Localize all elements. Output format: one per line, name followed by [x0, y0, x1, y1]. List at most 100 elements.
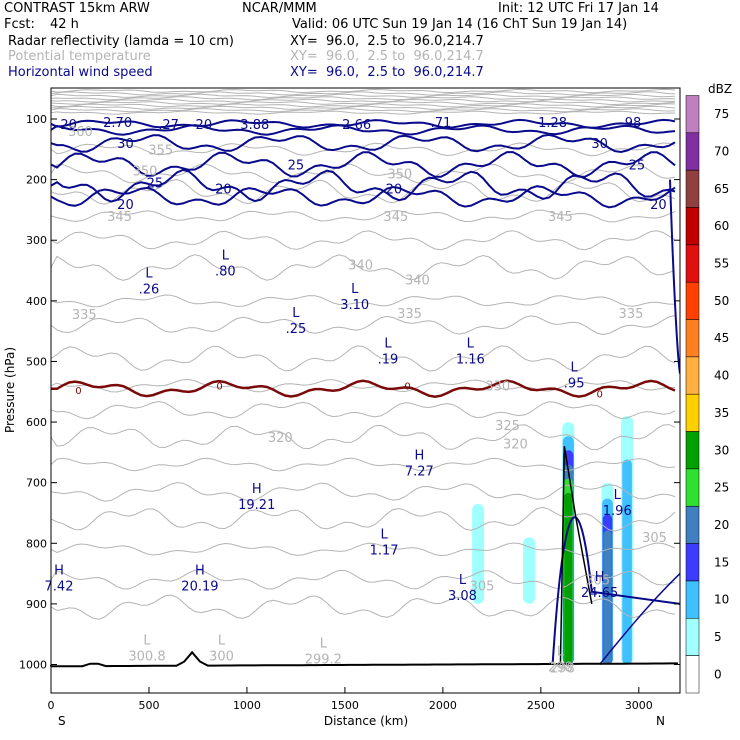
x-tick-label: 0	[48, 699, 55, 712]
low-marker: L	[222, 249, 230, 264]
freezing-level-line	[50, 379, 676, 398]
x-tick-label: 1000	[233, 699, 261, 712]
colorbar-swatch	[685, 244, 700, 283]
theta-contour-5	[51, 254, 676, 281]
field-3-name: Horizontal wind speed	[8, 65, 153, 80]
colorbar-swatch	[685, 543, 700, 582]
colorbar-level-label: 30	[714, 443, 729, 457]
extremum-value: 1.16	[456, 352, 485, 367]
left-endpoint: S	[58, 714, 66, 728]
theta-contour-16	[51, 569, 676, 590]
theta-contour-11	[51, 424, 676, 451]
theta-contour-4	[51, 230, 676, 251]
theta-contour-label: 305	[585, 574, 610, 589]
theta-upper-0	[51, 88, 676, 94]
colorbar-swatch	[685, 281, 700, 320]
wind-contour-label: 3.88	[240, 118, 269, 133]
wind-contour-0	[51, 118, 676, 129]
init-time: Init: 12 UTC Fri 17 Jan 14	[498, 1, 659, 16]
wind-contour-2	[51, 133, 676, 154]
theta-contour-label: 335	[397, 307, 422, 322]
colorbar-level-label: 55	[714, 257, 729, 271]
reflectivity-cell-2-30	[564, 492, 573, 665]
wind-contour-label: 1.28	[538, 116, 567, 131]
colorbar-swatch	[685, 95, 700, 134]
low-marker: L	[351, 282, 359, 297]
y-tick-label: 300	[26, 234, 47, 247]
colorbar-swatch	[685, 132, 700, 171]
wind-contour-label: 20	[650, 198, 667, 213]
colorbar-swatch	[685, 618, 700, 656]
wind-contour-3	[51, 151, 676, 178]
theta-contour-0	[51, 142, 676, 157]
colorbar-swatch	[685, 655, 700, 694]
theta-contour-label: 298	[550, 662, 575, 677]
low-marker: L	[571, 361, 579, 376]
high-low-labels: L.26L.80L.25L3.10L.19L1.16L.95H7.27H19.2…	[45, 249, 632, 676]
colorbar-swatch	[685, 468, 700, 507]
high-marker: H	[252, 482, 262, 497]
theta-contour-label: 305	[470, 580, 495, 595]
colorbar-level-label: 40	[714, 369, 729, 383]
high-marker: H	[595, 570, 605, 585]
theta-contour-label: 360	[68, 125, 93, 140]
colorbar-swatch	[685, 393, 700, 432]
valid-time: Valid: 06 UTC Sun 19 Jan 14 (16 ChT Sun …	[292, 17, 628, 32]
colorbar-level-label: 0	[714, 667, 722, 681]
extremum-value: .25	[286, 322, 307, 337]
plot-frame	[50, 87, 681, 694]
freezing-level-label: 0	[596, 390, 602, 401]
reflectivity-layer	[472, 416, 634, 665]
wind-contour-right-edge	[669, 179, 680, 374]
theta-contour-3	[51, 209, 676, 223]
low-marker: L	[467, 336, 475, 351]
theta-contours	[51, 88, 676, 620]
extremum-value: 3.10	[340, 298, 369, 313]
y-tick-label: 200	[26, 174, 47, 187]
x-tick-label: 1500	[331, 699, 359, 712]
theta-contour-label: 325	[495, 419, 520, 434]
colorbar-level-label: 15	[714, 555, 729, 569]
theta-contour-label: 350	[133, 165, 158, 180]
theta-contour-10	[51, 400, 676, 420]
wind-contour-lower-2	[599, 573, 680, 665]
colorbar-swatch	[685, 319, 700, 358]
theta-upper-6	[51, 103, 676, 108]
colorbar-level-label: 35	[714, 406, 729, 420]
wind-contour-label: 25	[288, 158, 305, 173]
theta-contour-label: 350	[387, 168, 412, 183]
y-axis-title: Pressure (hPa)	[3, 347, 17, 433]
fcst-value: 42 h	[50, 17, 79, 32]
low-marker: L	[145, 267, 153, 282]
extremum-value: 1.17	[370, 543, 399, 558]
colorbar-level-label: 60	[714, 219, 729, 233]
theta-contour-7	[51, 315, 676, 336]
theta-contour-13	[51, 481, 676, 502]
wind-contour-label: 2.66	[342, 118, 371, 133]
low-marker: L	[384, 336, 392, 351]
theta-contour-label: 345	[107, 210, 132, 225]
theta-contour-label: 330	[485, 380, 510, 395]
y-tick-label: 800	[26, 537, 47, 550]
extremum-value: 7.27	[405, 465, 434, 480]
theta-contour-9	[51, 378, 676, 393]
theta-contour-label: 340	[405, 274, 430, 289]
colorbar-level-label: 50	[714, 294, 729, 308]
wind-contour-label: 30	[117, 137, 134, 152]
colorbar-swatch	[685, 207, 700, 246]
theta-upper-7	[51, 105, 676, 110]
colorbar-swatch	[685, 580, 700, 619]
theta-contour-label: 345	[383, 210, 408, 225]
freezing-level-label: 0	[75, 386, 81, 397]
wind-contour-label: 20	[117, 198, 134, 213]
low-marker: L	[459, 573, 467, 588]
extremum-value: .26	[139, 283, 160, 298]
model-title: CONTRAST 15km ARW	[4, 1, 150, 16]
extremum-value: 3.08	[448, 589, 477, 604]
theta-contour-12	[51, 457, 676, 472]
fcst-label: Fcst:	[4, 17, 35, 32]
wind-contour-label: 25	[147, 177, 164, 192]
y-tick-label: 500	[26, 355, 47, 368]
